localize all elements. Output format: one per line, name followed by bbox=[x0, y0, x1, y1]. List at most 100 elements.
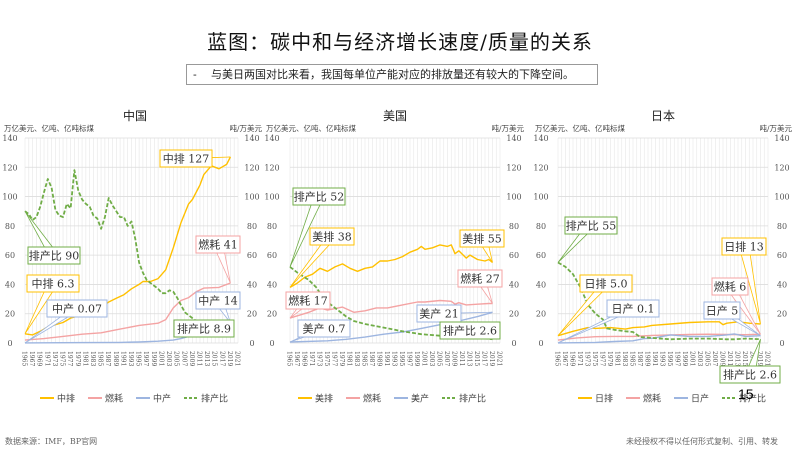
callout-box bbox=[195, 235, 241, 254]
y-tick-right: 20 bbox=[509, 310, 519, 319]
callout-label: 日排 13 bbox=[724, 240, 764, 254]
x-tick-label: 1969 bbox=[301, 351, 308, 366]
x-tick-label: 1971 bbox=[43, 351, 50, 366]
x-tick-label: 1979 bbox=[74, 351, 81, 366]
callout-box bbox=[711, 277, 749, 296]
x-tick-label: 1965 bbox=[286, 351, 293, 366]
x-tick-label: 1965 bbox=[21, 351, 28, 366]
legend-label-ratio: 排产比 bbox=[459, 393, 486, 405]
x-tick-label: 2015 bbox=[211, 351, 218, 366]
x-tick-label: 1967 bbox=[561, 351, 568, 366]
series-line-gdp bbox=[557, 333, 761, 344]
x-tick-label: 1991 bbox=[651, 351, 658, 366]
callout-label: 日产 5 bbox=[706, 304, 739, 318]
page-number: 15 bbox=[738, 386, 754, 402]
x-tick-label: 2005 bbox=[173, 351, 180, 366]
y-tick-left: 120 bbox=[2, 163, 17, 172]
callout-box bbox=[26, 274, 80, 293]
y-tick-left: 100 bbox=[533, 193, 548, 202]
y-tick-right: 140 bbox=[244, 134, 259, 143]
y-tick-left: 80 bbox=[5, 222, 15, 231]
x-tick-label: 2003 bbox=[165, 351, 172, 366]
x-tick-label: 2011 bbox=[726, 351, 733, 366]
x-tick-label: 1997 bbox=[674, 351, 681, 366]
legend-label-energy: 燃耗 bbox=[643, 393, 661, 405]
callout-label: 美排 38 bbox=[312, 230, 352, 244]
page-title: 蓝图：碳中和与经济增长速度/质量的关系 bbox=[207, 30, 593, 54]
callout-label: 美排 55 bbox=[462, 232, 502, 246]
y-tick-right: 120 bbox=[244, 163, 259, 172]
x-tick-label: 1991 bbox=[119, 351, 126, 366]
series-line-energy bbox=[24, 282, 231, 341]
y-tick-right: 40 bbox=[247, 280, 257, 289]
x-tick-label: 2013 bbox=[203, 351, 210, 366]
x-tick-label: 2021 bbox=[764, 351, 771, 366]
x-tick-label: 1997 bbox=[406, 351, 413, 366]
y-tick-right: 60 bbox=[247, 251, 257, 260]
callout-box bbox=[457, 269, 503, 288]
x-tick-label: 1975 bbox=[591, 351, 598, 366]
x-tick-label: 1971 bbox=[576, 351, 583, 366]
x-tick-label: 2021 bbox=[496, 351, 503, 366]
x-tick-label: 1985 bbox=[97, 351, 104, 366]
chart-title: 美国 bbox=[383, 109, 407, 123]
legend-label-emission: 美排 bbox=[315, 393, 333, 405]
x-tick-label: 2001 bbox=[421, 351, 428, 366]
y-tick-right: 100 bbox=[506, 193, 521, 202]
y-tick-right: 80 bbox=[509, 222, 519, 231]
y-tick-right: 120 bbox=[774, 163, 789, 172]
y-tick-left: 40 bbox=[536, 280, 546, 289]
x-tick-label: 2015 bbox=[741, 351, 748, 366]
x-tick-label: 1983 bbox=[621, 351, 628, 366]
y-tick-left: 80 bbox=[536, 222, 546, 231]
y-tick-left: 120 bbox=[264, 163, 279, 172]
y-tick-left: 140 bbox=[2, 134, 17, 143]
y-axis-right-label: 吨/万美元 bbox=[229, 123, 262, 133]
copyright-notice: 未经授权不得以任何形式复制、引用、转发 bbox=[626, 437, 778, 446]
legend-label-emission: 日排 bbox=[595, 393, 613, 405]
callout-box bbox=[416, 304, 462, 323]
callout-label: 排产比 2.6 bbox=[443, 324, 497, 338]
series-line-emission bbox=[557, 321, 761, 337]
x-tick-label: 1977 bbox=[599, 351, 606, 366]
x-tick-label: 1985 bbox=[629, 351, 636, 366]
callout-box bbox=[459, 229, 505, 248]
x-tick-label: 2019 bbox=[488, 351, 495, 366]
data-source: 数据来源：IMF，BP官网 bbox=[5, 437, 98, 446]
y-tick-left: 20 bbox=[267, 310, 277, 319]
y-tick-left: 60 bbox=[536, 251, 546, 260]
y-axis-left-label: 万亿美元、亿吨、亿吨标煤 bbox=[266, 123, 356, 133]
y-tick-right: 40 bbox=[777, 280, 787, 289]
callout-label: 中排 127 bbox=[163, 152, 210, 166]
legend-label-gdp: 日产 bbox=[691, 393, 709, 405]
x-tick-label: 2015 bbox=[473, 351, 480, 366]
callout-box bbox=[309, 227, 355, 246]
legend-label-energy: 燃耗 bbox=[105, 393, 123, 405]
callout-label: 中产 14 bbox=[198, 294, 238, 308]
x-tick-label: 1989 bbox=[112, 351, 119, 366]
x-tick-label: 1965 bbox=[554, 351, 561, 366]
y-tick-left: 40 bbox=[267, 280, 277, 289]
y-tick-left: 140 bbox=[264, 134, 279, 143]
callout-box bbox=[719, 365, 781, 384]
x-tick-label: 1975 bbox=[59, 351, 66, 366]
x-tick-label: 1987 bbox=[636, 351, 643, 366]
x-tick-label: 1981 bbox=[614, 351, 621, 366]
y-tick-right: 140 bbox=[506, 134, 521, 143]
callout-box bbox=[703, 301, 741, 320]
x-tick-label: 1991 bbox=[383, 351, 390, 366]
callout-box bbox=[439, 321, 501, 340]
y-axis-left-label: 万亿美元、亿吨、亿吨标煤 bbox=[535, 123, 625, 133]
y-tick-right: 0 bbox=[511, 339, 516, 348]
y-tick-left: 0 bbox=[269, 339, 274, 348]
y-tick-left: 100 bbox=[264, 193, 279, 202]
callout-label: 美产 21 bbox=[419, 307, 459, 321]
y-tick-left: 60 bbox=[5, 251, 15, 260]
x-tick-label: 1999 bbox=[681, 351, 688, 366]
x-tick-label: 2001 bbox=[157, 351, 164, 366]
legend-label-energy: 燃耗 bbox=[363, 393, 381, 405]
